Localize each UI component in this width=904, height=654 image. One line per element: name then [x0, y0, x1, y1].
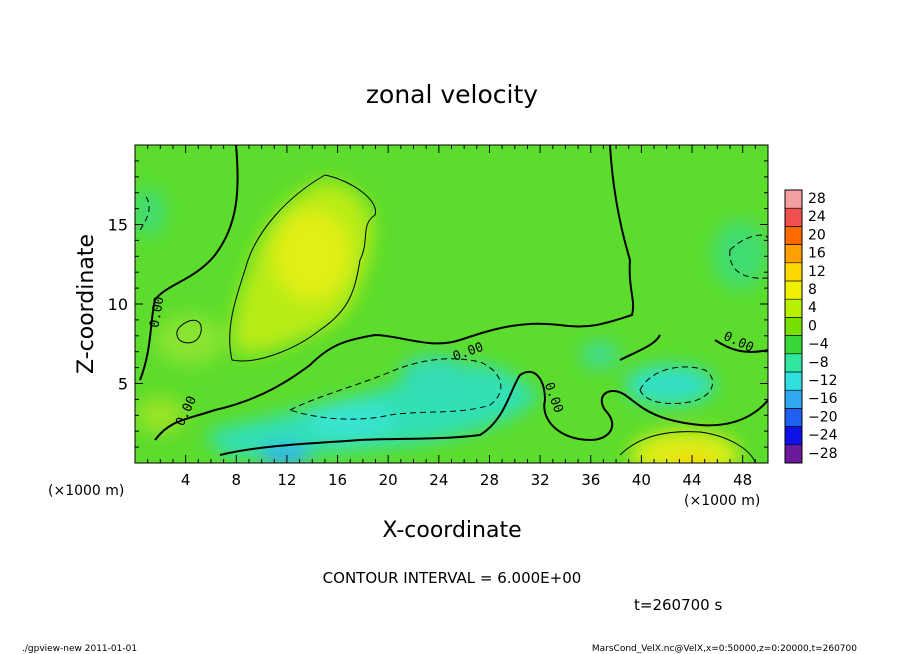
- colorbar-swatch: [785, 408, 802, 428]
- colorbar-label: −4: [808, 337, 829, 353]
- footer-left-text: ./gpview-new 2011-01-01: [22, 644, 137, 654]
- x-tick-label: 28: [480, 471, 499, 489]
- contour-positive-line: [619, 431, 756, 463]
- contour-negative-line: [639, 366, 714, 404]
- y-tick-label: 10: [108, 295, 128, 314]
- contour-interval-text: CONTOUR INTERVAL = 6.000E+00: [323, 569, 582, 587]
- x-tick-label: 4: [181, 471, 191, 489]
- contour-negative-line: [729, 234, 768, 279]
- colorbar-swatch: [785, 317, 802, 337]
- colorbar-swatch: [785, 353, 802, 373]
- colorbar-label: −16: [808, 391, 838, 407]
- colorbar-swatch: [785, 426, 802, 446]
- colorbar-swatch: [785, 244, 802, 264]
- y-tick-label: 15: [108, 216, 128, 235]
- colorbar-label: −20: [808, 409, 838, 425]
- colorbar-swatch: [785, 372, 802, 391]
- colorbar-swatch: [785, 444, 802, 464]
- colorbar-frame: [784, 189, 803, 464]
- x-tick-label: 16: [328, 471, 347, 489]
- x-tick-label: 40: [632, 471, 651, 489]
- colorbar-label: 24: [808, 209, 826, 225]
- colorbar-swatch: [785, 262, 802, 282]
- colorbar-label: −12: [808, 373, 838, 389]
- x-axis-label: X-coordinate: [382, 518, 521, 543]
- contour-zero-line: [619, 334, 661, 361]
- colorbar-label: 16: [808, 246, 826, 262]
- contour-positive-line: [176, 319, 202, 344]
- axis-ticks: [135, 145, 768, 463]
- x-tick-label: 48: [733, 471, 752, 489]
- colorbar-label: −8: [808, 355, 829, 371]
- colorbar-swatch: [785, 208, 802, 227]
- colorbar: 28 24 20 16 12 8 4 0 −4 −8 −12 −16 −20 −24 −28: [784, 189, 838, 464]
- x-tick-label: 32: [531, 471, 550, 489]
- contour-zero-line: [219, 370, 768, 456]
- chart-title: zonal velocity: [366, 80, 538, 109]
- contour-zero-line: [139, 145, 239, 381]
- colorbar-label: −24: [808, 428, 838, 444]
- colorbar-swatch: [785, 299, 802, 318]
- x-tick-label: 8: [232, 471, 242, 489]
- colorbar-swatch: [785, 190, 802, 209]
- contour-negative-line: [288, 358, 502, 420]
- heatmap-field: [135, 145, 768, 463]
- contour-positive-line: [229, 174, 376, 362]
- colorbar-swatch: [785, 226, 802, 246]
- footer-right-text: MarsCond_VelX.nc@VelX,x=0:50000,z=0:2000…: [592, 644, 857, 654]
- contour-value-label: 0.00: [147, 295, 167, 328]
- y-tick-label: 5: [118, 375, 128, 394]
- x-tick-labels: 4 8 12 16 20 24 28 32 36 40 44 48: [181, 471, 752, 489]
- contour-negative-line: [139, 194, 150, 231]
- y-axis-label: Z-coordinate: [74, 234, 99, 374]
- contour-zero-line: [154, 145, 635, 441]
- colorbar-label: 12: [808, 264, 826, 280]
- x-unit-label-right: (×1000 m): [684, 493, 760, 509]
- x-tick-label: 44: [682, 471, 701, 489]
- colorbar-swatch: [785, 281, 802, 300]
- colorbar-swatch: [785, 335, 802, 355]
- colorbar-label: −28: [808, 446, 838, 462]
- colorbar-label: 8: [808, 282, 817, 298]
- time-label: t=260700 s: [634, 596, 722, 614]
- y-tick-labels: 5 10 15: [108, 216, 128, 394]
- x-tick-label: 20: [379, 471, 398, 489]
- x-unit-label: (×1000 m): [48, 483, 124, 499]
- colorbar-label: 20: [808, 227, 826, 243]
- colorbar-swatch: [785, 390, 802, 409]
- x-tick-label: 36: [581, 471, 600, 489]
- colorbar-label: 28: [808, 191, 826, 207]
- contour-zero-line: [714, 339, 768, 353]
- x-tick-label: 24: [429, 471, 448, 489]
- colorbar-label: 4: [808, 300, 817, 316]
- colorbar-label: 0: [808, 318, 817, 334]
- x-tick-label: 12: [277, 471, 296, 489]
